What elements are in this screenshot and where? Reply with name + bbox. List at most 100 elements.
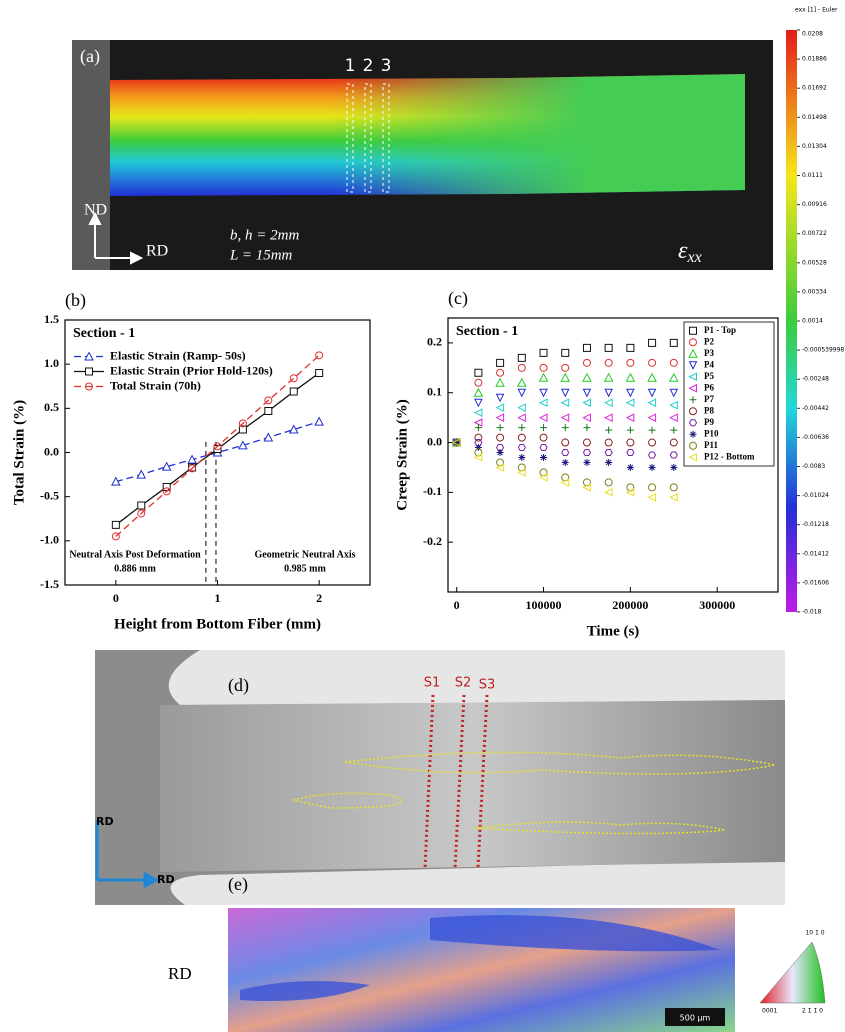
- x-tick-label: 1: [215, 591, 221, 605]
- point-marker: [626, 358, 635, 367]
- y-tick-label: -1.0: [40, 533, 59, 547]
- point-marker: [669, 358, 678, 367]
- point-marker: [495, 413, 505, 422]
- point-marker: [626, 388, 635, 398]
- axes-arrows: [95, 820, 160, 889]
- ipf-label: 10 1̄ 0: [805, 930, 824, 937]
- point-marker: [669, 438, 678, 447]
- point-marker: [605, 426, 613, 434]
- point-marker: [517, 388, 527, 398]
- ipf-label: 0001: [762, 1008, 777, 1015]
- series-line: [115, 354, 320, 537]
- point-marker: [496, 449, 504, 457]
- section-column: [364, 83, 372, 193]
- annotation: Geometric Neutral Axis: [254, 549, 355, 560]
- dimension-text: b, h = 2mm: [230, 227, 299, 243]
- point-marker: [604, 398, 613, 408]
- point-marker: [538, 473, 548, 482]
- arrow-head: [143, 871, 160, 889]
- point-marker: [517, 468, 526, 477]
- point-marker: [561, 438, 570, 447]
- axis-label: ND: [84, 202, 107, 219]
- panel-label: (e): [228, 874, 248, 895]
- section-line: [453, 694, 466, 869]
- point-marker: [188, 464, 197, 473]
- point-marker: [625, 372, 636, 382]
- point-marker: [517, 363, 526, 372]
- ebsd-grain: [430, 915, 720, 952]
- y-tick-label: -0.5: [40, 488, 59, 502]
- point-marker: [669, 338, 678, 347]
- axis-label: RD: [157, 873, 175, 886]
- point-marker: [474, 368, 483, 377]
- legend-label: P4: [704, 359, 714, 369]
- field-subscript: xx: [686, 249, 701, 266]
- point-marker: [583, 458, 591, 466]
- point-marker: [187, 454, 197, 464]
- point-marker: [648, 438, 657, 447]
- section-number: 1: [345, 56, 356, 76]
- point-marker: [539, 363, 548, 372]
- section-column: [346, 83, 354, 193]
- legend-label: P3: [704, 348, 714, 358]
- point-marker: [582, 413, 591, 422]
- y-tick-label: 1.0: [44, 356, 59, 370]
- grain-outline: [474, 821, 726, 835]
- colorbar-tick-label: -0.0083: [802, 463, 825, 470]
- point-marker: [582, 398, 591, 408]
- point-marker: [453, 439, 461, 447]
- point-marker: [539, 348, 548, 357]
- plot-frame: [447, 317, 779, 593]
- panel-label: (b): [65, 290, 86, 311]
- point-marker: [474, 424, 482, 432]
- point-marker: [669, 451, 678, 459]
- point-marker: [517, 353, 526, 362]
- point-marker: [137, 509, 146, 518]
- point-marker: [538, 372, 549, 382]
- ipf-label: 2 1̄ 1̄ 0: [802, 1008, 823, 1015]
- colorbar-tick-label: 0.00722: [802, 230, 827, 237]
- point-marker: [670, 426, 678, 434]
- scale-bar-label: 500 µm: [680, 1014, 711, 1023]
- legend-marker: [689, 396, 697, 404]
- point-marker: [561, 348, 570, 357]
- point-marker: [517, 433, 526, 442]
- chart: (c) Section - 1 Time (s) Creep Strain (%) 0 1…: [394, 288, 779, 639]
- panel-label: (a): [80, 46, 100, 67]
- point-marker: [648, 358, 657, 367]
- section-number: 3: [381, 56, 392, 76]
- point-marker: [625, 413, 635, 422]
- point-marker: [626, 343, 635, 352]
- point-marker: [604, 388, 613, 398]
- point-marker: [136, 469, 147, 479]
- colorbar-gradient: [786, 30, 797, 612]
- field-symbol: ε: [678, 238, 688, 264]
- point-marker: [604, 413, 613, 422]
- arrow-head: [88, 211, 102, 225]
- point-marker: [517, 413, 526, 422]
- grip-texture: [72, 40, 110, 270]
- y-axis-label: Creep Strain (%): [394, 399, 410, 510]
- point-marker: [648, 483, 657, 492]
- point-marker: [473, 387, 484, 397]
- point-marker: [669, 388, 679, 398]
- colorbar-tick-label: -0.01218: [802, 521, 829, 528]
- point-marker: [626, 438, 635, 447]
- point-marker: [110, 476, 121, 486]
- point-marker: [603, 372, 614, 382]
- point-marker: [518, 453, 526, 461]
- x-axis-label: Height from Bottom Fiber (mm): [114, 616, 321, 632]
- annotation: 0.985 mm: [284, 563, 326, 574]
- legend-marker: [84, 351, 94, 361]
- y-tick-label: 1.5: [44, 312, 59, 326]
- point-marker: [474, 433, 483, 442]
- point-marker: [560, 413, 570, 422]
- point-marker: [583, 424, 591, 432]
- legend-label: P5: [704, 371, 714, 381]
- y-tick-label: 0.0: [427, 434, 442, 448]
- point-marker: [582, 483, 591, 492]
- point-marker: [604, 478, 613, 487]
- point-marker: [162, 487, 171, 496]
- point-marker: [517, 443, 526, 452]
- legend-label: P2: [704, 336, 714, 346]
